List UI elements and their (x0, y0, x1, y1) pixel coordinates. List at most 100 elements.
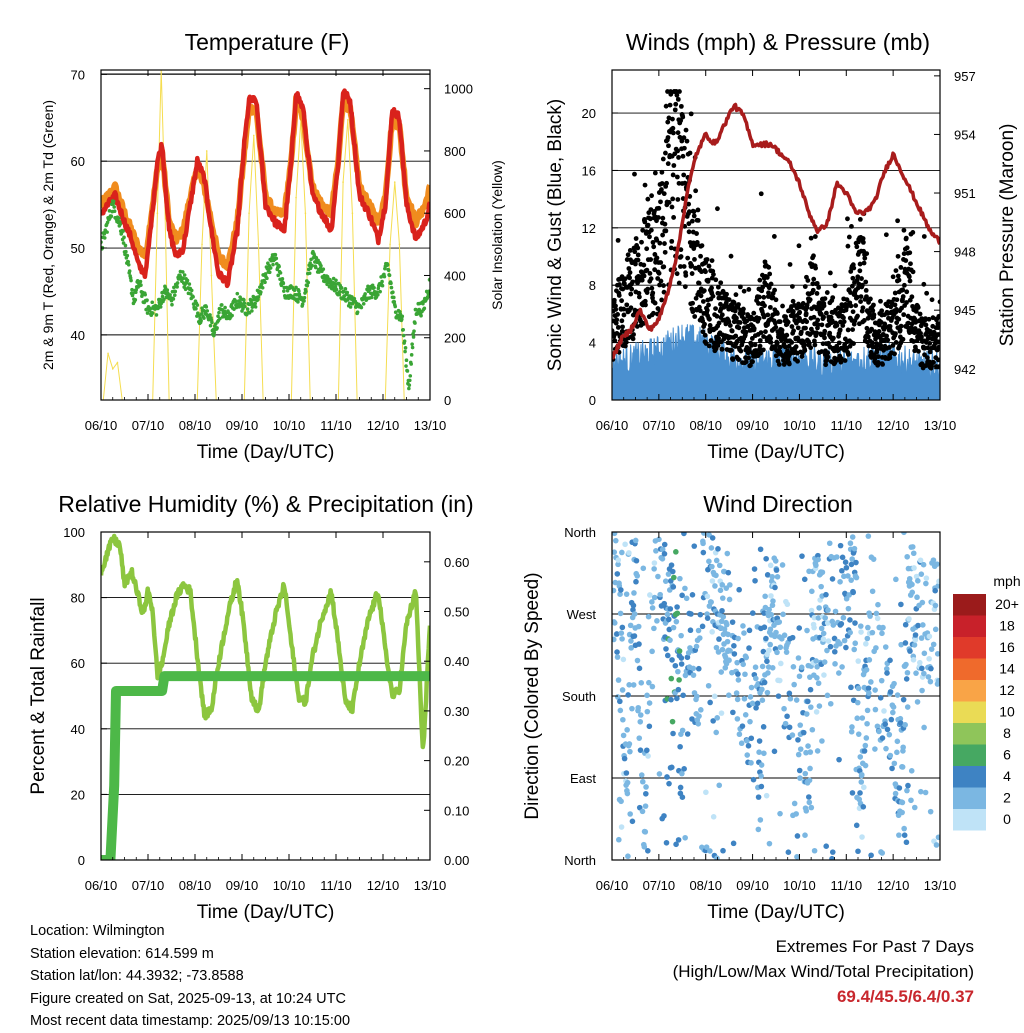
direction-point (856, 796, 863, 803)
direction-point (612, 532, 618, 537)
direction-point (903, 661, 909, 668)
y-tick-label: East (570, 771, 596, 786)
dewpoint-point (413, 321, 417, 325)
direction-point (706, 558, 712, 565)
gust-point (729, 328, 735, 334)
direction-point (913, 573, 920, 580)
legend-label: 4 (1003, 768, 1011, 784)
direction-point (647, 592, 653, 598)
solar-point (295, 196, 297, 199)
dewpoint-point (150, 300, 155, 305)
gust-point (647, 271, 653, 276)
direction-point (676, 677, 682, 683)
direction-point (848, 728, 855, 735)
direction-point (665, 616, 672, 623)
dewpoint-point (173, 289, 178, 294)
gust-point (771, 234, 777, 239)
dewpoint-point (281, 281, 286, 286)
gust-point (656, 270, 662, 276)
direction-point (634, 573, 641, 579)
gust-point (763, 329, 768, 335)
y-tick-label: 100 (63, 525, 85, 540)
direction-point (841, 637, 848, 644)
gust-point (760, 284, 766, 290)
direction-point (772, 558, 779, 564)
gust-point (666, 200, 672, 205)
direction-point (617, 707, 624, 714)
y2-tick-label: 942 (954, 362, 976, 377)
direction-point (741, 695, 748, 702)
gust-point (671, 163, 677, 168)
gust-point (628, 305, 634, 311)
gust-point (875, 359, 881, 365)
x-axis-label: Time (Day/UTC) (707, 442, 845, 463)
gust-point (855, 313, 860, 319)
gust-point (693, 295, 699, 301)
direction-point (705, 682, 712, 689)
extremes-subtitle: (High/Low/Max Wind/Total Precipitation) (672, 962, 974, 981)
gust-point (741, 306, 746, 312)
direction-point (921, 724, 927, 731)
dewpoint-point (268, 266, 273, 270)
solar-point (346, 119, 349, 121)
gust-point (830, 295, 836, 301)
gust-point (674, 92, 680, 98)
gust-point (750, 359, 755, 365)
dewpoint-point (385, 263, 390, 267)
direction-point (900, 744, 906, 751)
y-tick-label: 8 (589, 278, 596, 293)
direction-point (669, 657, 675, 663)
gust-point (655, 215, 661, 220)
gust-point (640, 227, 646, 233)
gust-point (670, 130, 676, 136)
gust-point (848, 290, 853, 295)
legend-swatch (953, 701, 986, 723)
dewpoint-point (247, 311, 252, 315)
gust-point (767, 304, 773, 310)
direction-point (682, 834, 688, 841)
direction-point (644, 747, 650, 754)
direction-point (846, 592, 852, 598)
gust-point (633, 261, 638, 267)
legend-swatch (953, 637, 986, 659)
gust-point (841, 319, 847, 325)
direction-point (700, 549, 707, 556)
direction-point (821, 672, 827, 678)
direction-point (777, 810, 783, 817)
extremes-summary: Extremes For Past 7 Days (High/Low/Max W… (673, 934, 974, 1009)
direction-point (928, 665, 934, 672)
y-tick-label: North (564, 525, 596, 540)
direction-point (769, 573, 776, 580)
gust-point (849, 224, 854, 229)
gust-point (746, 355, 751, 361)
gust-point (927, 340, 933, 346)
dewpoint-point (134, 287, 139, 292)
gust-point (756, 294, 762, 300)
direction-point (919, 665, 925, 672)
dewpoint-point (422, 306, 427, 311)
gust-point (756, 315, 762, 321)
gust-point (936, 332, 940, 337)
direction-point (670, 584, 677, 590)
direction-point (874, 615, 881, 622)
gust-point (672, 107, 678, 113)
gust-point (821, 303, 827, 309)
direction-point (674, 695, 680, 702)
gust-point (812, 338, 817, 344)
gust-point (862, 255, 868, 261)
direction-point (781, 705, 787, 712)
dewpoint-point (259, 290, 263, 294)
direction-point (747, 694, 754, 700)
direction-point (761, 610, 767, 616)
direction-point (865, 685, 872, 692)
y-tick-label: 20 (71, 787, 85, 802)
direction-point (627, 622, 634, 629)
direction-point (932, 602, 939, 609)
dewpoint-point (407, 386, 411, 391)
dewpoint-point (265, 276, 269, 281)
direction-point (748, 735, 755, 742)
direction-point (656, 771, 663, 777)
direction-point (933, 842, 940, 848)
x-tick-label: 11/10 (320, 418, 352, 433)
gust-point (612, 338, 618, 344)
